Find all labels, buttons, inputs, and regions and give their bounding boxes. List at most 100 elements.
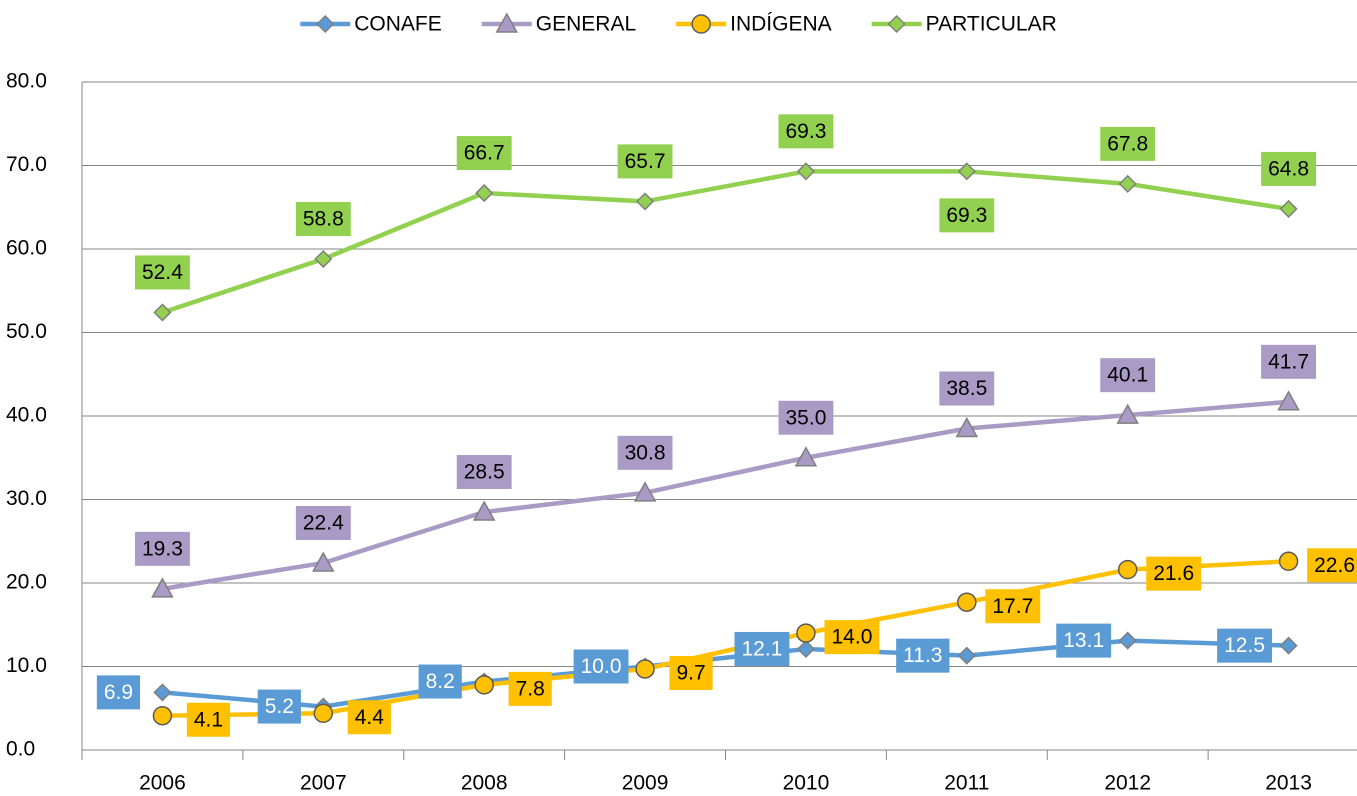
point — [1120, 176, 1136, 192]
series-line — [162, 402, 1288, 589]
legend-label: CONAFE — [354, 13, 442, 36]
y-tick-label: 40.0 — [6, 404, 47, 427]
data-label-text: 30.8 — [625, 441, 666, 464]
point — [315, 251, 331, 267]
y-tick-label: 60.0 — [6, 237, 47, 260]
data-label: 38.5 — [939, 372, 994, 406]
page: 0.0 10.0 20.0 30.0 40.0 50.0 60.0 70.0 80.0 2006 2… — [0, 0, 1357, 796]
point — [476, 185, 492, 201]
data-label-text: 17.7 — [992, 595, 1033, 618]
data-label-text: 4.4 — [355, 706, 385, 729]
point — [637, 193, 653, 209]
legend: CONAFE GENERAL INDÍGENA PARTICULAR — [300, 13, 1057, 36]
data-label-text: 52.4 — [142, 261, 183, 284]
data-label: 67.8 — [1100, 127, 1155, 161]
data-label: 30.8 — [618, 436, 673, 470]
x-tick-label: 2010 — [783, 772, 830, 795]
data-label: 19.3 — [135, 532, 190, 566]
data-label-text: 41.7 — [1268, 350, 1309, 373]
point — [153, 707, 171, 725]
data-label: 4.4 — [348, 700, 391, 734]
data-label: 9.7 — [669, 656, 712, 690]
data-label: 58.8 — [296, 202, 351, 236]
data-label: 41.7 — [1261, 345, 1316, 379]
data-label: 12.1 — [735, 632, 790, 666]
data-label: 64.8 — [1261, 152, 1316, 186]
data-label: 8.2 — [419, 665, 462, 699]
point — [154, 304, 170, 320]
y-tick-label: 20.0 — [6, 571, 47, 594]
legend-label: PARTICULAR — [926, 13, 1057, 36]
data-label-text: 38.5 — [946, 377, 987, 400]
data-label: 66.7 — [457, 136, 512, 170]
data-label: 7.8 — [509, 672, 552, 706]
x-tick-label: 2006 — [139, 772, 186, 795]
series-line — [162, 561, 1288, 715]
data-label-text: 66.7 — [464, 142, 505, 165]
data-label: 12.5 — [1217, 629, 1272, 663]
x-tick-label: 2007 — [300, 772, 347, 795]
point — [889, 16, 905, 32]
data-label: 22.6 — [1307, 548, 1357, 582]
data-label-text: 9.7 — [676, 662, 705, 685]
point — [1280, 552, 1298, 570]
series-line — [162, 171, 1288, 312]
data-label-text: 40.1 — [1107, 364, 1148, 387]
data-label-text: 35.0 — [786, 406, 827, 429]
y-tick-label: 50.0 — [6, 320, 47, 343]
data-label: 28.5 — [457, 455, 512, 489]
point — [798, 641, 814, 657]
data-label-text: 69.3 — [786, 120, 827, 143]
data-label: 10.0 — [574, 650, 629, 684]
data-label: 65.7 — [618, 144, 673, 178]
data-label-text: 21.6 — [1153, 562, 1194, 585]
point — [797, 624, 815, 642]
data-label: 13.1 — [1056, 624, 1111, 658]
data-label-text: 10.0 — [581, 655, 622, 678]
data-label-text: 11.3 — [903, 644, 942, 667]
point — [636, 660, 654, 678]
data-label-text: 12.1 — [742, 638, 783, 661]
point — [1120, 633, 1136, 649]
point — [314, 704, 332, 722]
y-tick-label: 70.0 — [6, 153, 47, 176]
data-label: 5.2 — [258, 690, 301, 724]
y-tick-label: 0.0 — [6, 738, 35, 761]
data-label: 21.6 — [1146, 557, 1201, 591]
data-label: 6.9 — [97, 675, 140, 709]
x-tick-label: 2008 — [461, 772, 508, 795]
data-label-text: 6.9 — [104, 681, 133, 704]
point — [1119, 561, 1137, 579]
data-label: 11.3 — [896, 639, 949, 673]
data-label-text: 28.5 — [464, 461, 505, 484]
x-tick-label: 2013 — [1265, 772, 1312, 795]
data-label: 69.3 — [779, 114, 834, 148]
legend-label: GENERAL — [536, 13, 636, 36]
legend-label: INDÍGENA — [730, 13, 832, 36]
y-tick-label: 30.0 — [6, 487, 47, 510]
data-label-text: 4.1 — [194, 708, 223, 731]
data-label-text: 65.7 — [625, 150, 666, 173]
data-label-text: 7.8 — [516, 677, 545, 700]
point — [959, 648, 975, 664]
data-label: 52.4 — [135, 255, 190, 289]
data-label-text: 58.8 — [303, 208, 344, 231]
data-label-text: 14.0 — [832, 626, 873, 649]
point — [317, 16, 333, 32]
y-tick-label: 80.0 — [6, 70, 47, 93]
data-label: 17.7 — [985, 589, 1040, 623]
data-label: 4.1 — [187, 703, 230, 737]
data-label: 14.0 — [825, 620, 880, 654]
x-tick-label: 2009 — [622, 772, 669, 795]
data-label-text: 5.2 — [265, 695, 294, 718]
data-label-text: 8.2 — [426, 670, 455, 693]
y-tick-label: 10.0 — [6, 654, 47, 677]
data-label-text: 19.3 — [142, 537, 183, 560]
data-label-text: 67.8 — [1107, 132, 1148, 155]
data-label-text: 69.3 — [946, 204, 987, 227]
data-label-text: 12.5 — [1224, 634, 1265, 657]
point — [692, 15, 710, 33]
point — [1281, 638, 1297, 654]
x-tick-label: 2011 — [944, 772, 989, 795]
x-tick-label: 2012 — [1104, 772, 1151, 795]
